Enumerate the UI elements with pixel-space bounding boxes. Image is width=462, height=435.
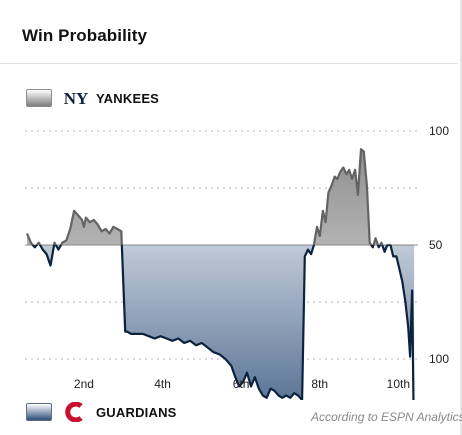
yankees-series-line <box>25 148 392 245</box>
yankees-swatch <box>26 89 52 107</box>
guardians-logo-icon <box>65 402 83 422</box>
legend-guardians: GUARDIANS <box>26 402 177 422</box>
x-tick-label: 4th <box>154 377 171 391</box>
yankees-area <box>27 149 415 245</box>
card-right-border <box>460 0 462 435</box>
legend-yankees: NY YANKEES <box>26 88 159 108</box>
x-tick-label: 6th <box>233 377 250 391</box>
x-tick-label: 8th <box>311 377 328 391</box>
yankees-name: YANKEES <box>96 90 160 106</box>
x-tick-label: 2nd <box>74 377 94 391</box>
x-axis-ticks: 2nd 4th 6th 8th 10th <box>74 377 410 391</box>
yankees-logo-icon: NY <box>64 89 88 108</box>
guardians-name: GUARDIANS <box>96 404 177 420</box>
y-tick-label: 50 <box>429 238 443 252</box>
espn-analytics-credit: According to ESPN Analytics <box>311 410 462 424</box>
x-tick-label: 10th <box>387 377 410 391</box>
y-axis-ticks: 100 50 100 <box>429 124 449 366</box>
guardians-series-line <box>31 245 415 400</box>
y-tick-label: 100 <box>429 124 449 138</box>
card-title: Win Probability <box>22 26 148 45</box>
header-divider <box>0 63 458 64</box>
probability-lines <box>25 148 415 400</box>
win-probability-chart: 100 50 100 2nd 4th 6th 8th 10th <box>25 124 449 400</box>
guardians-swatch <box>26 403 52 421</box>
y-tick-label: 100 <box>429 352 449 366</box>
svg-text:NY: NY <box>64 89 88 108</box>
